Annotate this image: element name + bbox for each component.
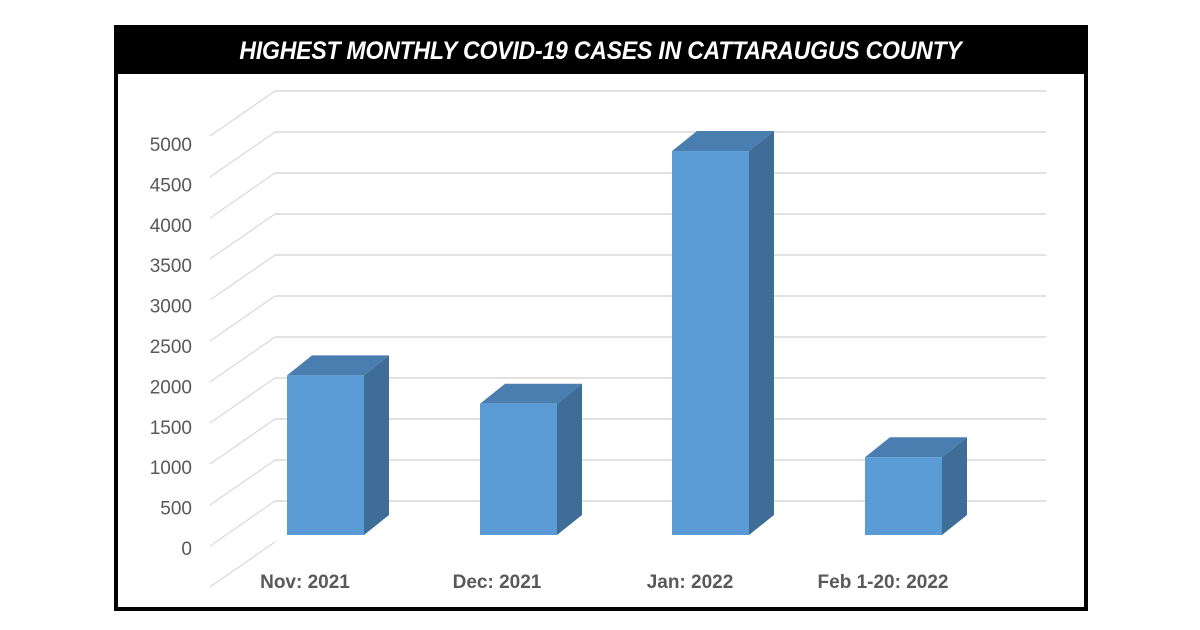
y-tick-label: 0 [181,539,192,560]
side-gridline [209,90,276,137]
x-tick-label: Feb 1-20: 2022 [818,572,949,593]
y-tick-label: 1000 [150,458,192,479]
y-tick-label: 4500 [150,175,192,196]
side-gridline [209,213,276,260]
y-tick-label: 5000 [150,135,192,156]
bar-front-face [672,151,749,535]
gridlines [209,90,1046,588]
side-gridline [209,459,276,506]
title-bar: HIGHEST MONTHLY COVID-19 CASES IN CATTAR… [118,29,1084,74]
side-gridline [209,377,276,424]
y-tick-label: 3000 [150,297,192,318]
x-axis-labels: Nov: 2021 Dec: 2021 Jan: 2022 Feb 1-20: 202… [260,572,948,593]
bar-front-face [287,375,364,535]
bar-1 [287,355,389,535]
y-tick-label: 2000 [150,377,192,398]
side-gridline [209,295,276,342]
side-gridline [209,418,276,465]
x-tick-label: Jan: 2022 [647,572,734,593]
y-tick-label: 500 [160,499,192,520]
bar-top-face [672,131,774,152]
side-gridline [209,336,276,383]
bar-side-face [749,131,774,535]
bar-front-face [865,457,942,535]
chart-frame: HIGHEST MONTHLY COVID-19 CASES IN CATTAR… [114,25,1088,611]
x-tick-label: Dec: 2021 [453,572,542,593]
bar-side-face [364,355,389,535]
chart-title: HIGHEST MONTHLY COVID-19 CASES IN CATTAR… [239,37,963,65]
x-tick-label: Nov: 2021 [260,572,350,593]
bar-front-face [480,403,557,535]
bar-side-face [557,383,582,535]
bar-top-face [287,355,389,376]
side-gridline [209,541,276,588]
y-tick-label: 1500 [150,418,192,439]
y-tick-label: 4000 [150,216,192,237]
side-gridline [209,254,276,301]
y-tick-label: 2500 [150,337,192,358]
bar-4 [865,437,967,535]
bar-top-face [480,383,582,404]
y-axis-ticks: 0 500 1000 1500 2000 2500 3000 3500 4000 4500 5000 [150,135,192,560]
bars [287,131,967,535]
side-gridline [209,172,276,219]
y-tick-label: 3500 [150,256,192,277]
bar-3 [672,131,774,535]
bar-side-face [942,437,967,535]
side-gridline [209,500,276,547]
bar-2 [480,383,582,535]
side-gridline [209,131,276,178]
bar-top-face [865,437,967,458]
